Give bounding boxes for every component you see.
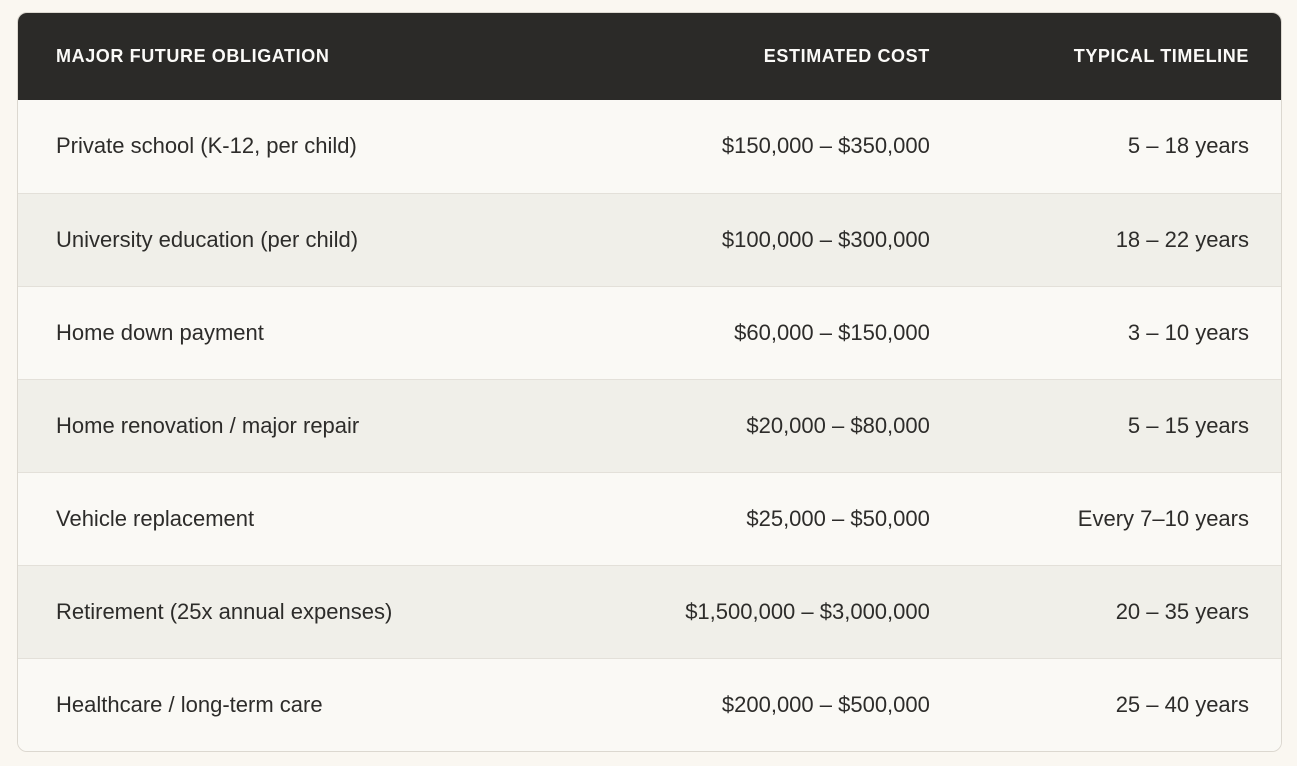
cost-cell: $60,000 – $150,000 — [617, 285, 930, 379]
cost-cell: $25,000 – $50,000 — [617, 471, 930, 565]
cost-cell: $200,000 – $500,000 — [617, 657, 930, 751]
obligations-table-card: MAJOR FUTURE OBLIGATION ESTIMATED COST T… — [17, 12, 1282, 752]
obligation-cell: Vehicle replacement — [18, 471, 618, 565]
table-body: Private school (K-12, per child) $150,00… — [18, 100, 1281, 751]
cost-cell: $150,000 – $350,000 — [721, 133, 930, 159]
column-header-typical-timeline: TYPICAL TIMELINE — [929, 13, 1281, 100]
timeline-cell: 25 – 40 years — [929, 657, 1281, 751]
table-row: Vehicle replacement $25,000 – $50,000 Ev… — [18, 471, 1281, 565]
table-row: Retirement (25x annual expenses) $1,500,… — [18, 564, 1281, 658]
timeline-cell: 3 – 10 years — [929, 285, 1281, 379]
column-header-obligation: MAJOR FUTURE OBLIGATION — [18, 13, 618, 100]
timeline-cell: Every 7–10 years — [929, 471, 1281, 565]
column-header-estimated-cost: ESTIMATED COST — [617, 13, 930, 100]
obligation-cell: Home renovation / major repair — [18, 378, 618, 472]
table-row: University education (per child) $100,00… — [18, 192, 1281, 286]
timeline-cell: 5 – 18 years — [1127, 133, 1249, 159]
header-row: MAJOR FUTURE OBLIGATION ESTIMATED COST T… — [18, 13, 1281, 100]
table-row: Healthcare / long-term care $200,000 – $… — [18, 657, 1281, 751]
cost-cell: $1,500,000 – $3,000,000 — [617, 564, 930, 658]
obligation-cell: Home down payment — [18, 285, 618, 379]
timeline-cell: 5 – 15 years — [929, 378, 1281, 472]
obligations-table: MAJOR FUTURE OBLIGATION ESTIMATED COST T… — [18, 13, 1281, 751]
timeline-cell: 18 – 22 years — [929, 192, 1281, 286]
table-row: Private school (K-12, per child) $150,00… — [18, 100, 1281, 193]
obligation-cell: University education (per child) — [18, 192, 618, 286]
timeline-cell: 20 – 35 years — [929, 564, 1281, 658]
table-row: Home down payment $60,000 – $150,000 3 –… — [18, 285, 1281, 379]
obligation-cell: Healthcare / long-term care — [18, 657, 618, 751]
obligation-cell: Retirement (25x annual expenses) — [18, 564, 618, 658]
table-row: Home renovation / major repair $20,000 –… — [18, 378, 1281, 472]
cost-cell: $20,000 – $80,000 — [617, 378, 930, 472]
obligation-cell: Private school (K-12, per child) — [56, 133, 357, 159]
cost-cell: $100,000 – $300,000 — [617, 192, 930, 286]
table-header: MAJOR FUTURE OBLIGATION ESTIMATED COST T… — [18, 13, 1281, 100]
